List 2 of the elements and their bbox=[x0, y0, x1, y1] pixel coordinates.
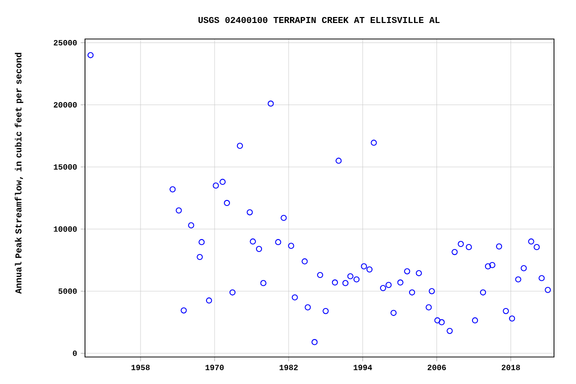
chart-title: USGS 02400100 TERRAPIN CREEK AT ELLISVILLE AL bbox=[198, 16, 440, 24]
y-axis-title: Annual Peak Streamflow, in cubic feet per second bbox=[14, 52, 24, 294]
